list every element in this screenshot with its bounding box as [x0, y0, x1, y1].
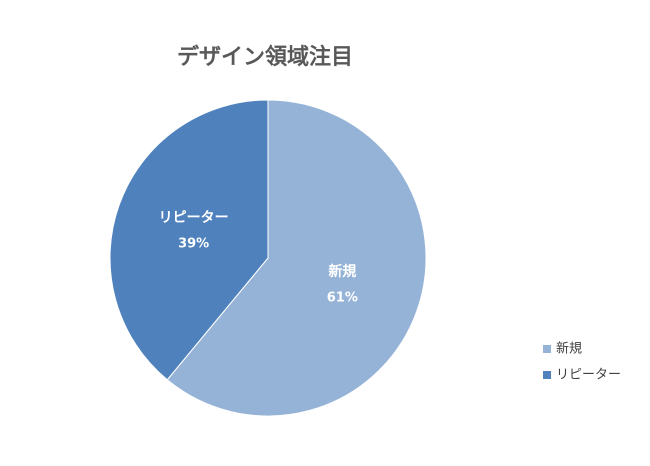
legend-swatch	[543, 371, 551, 379]
slice-label: 新規	[328, 263, 356, 280]
slice-value-label: 61%	[327, 290, 358, 305]
chart-title: デザイン領域注目	[177, 44, 353, 70]
legend-label: リピーター	[556, 368, 621, 383]
legend-swatch	[543, 345, 551, 353]
pie-slice	[166, 99, 427, 417]
slice-label: リピーター	[159, 210, 229, 226]
slice-value-label: 39%	[178, 237, 209, 252]
pie-slice	[109, 99, 269, 381]
legend-label: 新規	[556, 341, 582, 357]
